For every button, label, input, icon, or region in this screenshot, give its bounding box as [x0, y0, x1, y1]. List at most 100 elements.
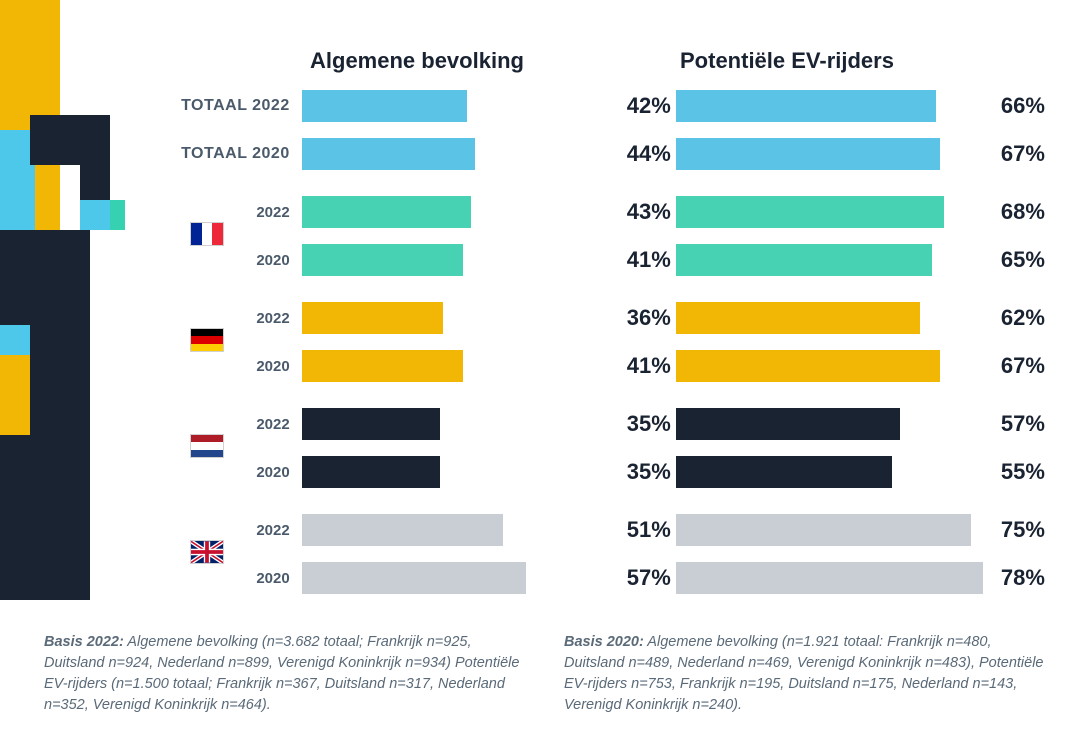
column-header-left: Algemene bevolking [310, 48, 680, 74]
bar-value: 62% [1001, 305, 1045, 331]
bar [302, 196, 471, 228]
data-row: 2020 35% 55% [170, 452, 1050, 492]
bar-value: 57% [1001, 411, 1045, 437]
column-header-right: Potentiële EV-rijders [680, 48, 1050, 74]
row-label: 2020 [256, 252, 289, 269]
row-label: 2020 [256, 358, 289, 375]
bar [676, 302, 920, 334]
bar-value: 43% [627, 199, 671, 225]
bar [676, 138, 940, 170]
bar-cell-right: 78% [676, 562, 1050, 594]
data-row: TOTAAL 2022 42% 66% [170, 86, 1050, 126]
flag-germany-icon [190, 328, 224, 352]
data-row: 2022 35% 57% [170, 404, 1050, 444]
bar-value: 67% [1001, 353, 1045, 379]
row-group-netherlands: 2022 35% 57% 2020 35% 55% [170, 404, 1050, 492]
row-group-germany: 2022 36% 62% 2020 41% 67% [170, 298, 1050, 386]
bar [676, 196, 944, 228]
row-label: 2022 [256, 204, 289, 221]
mosaic-block [110, 200, 125, 230]
flag-netherlands-icon [190, 434, 224, 458]
data-row: TOTAAL 2020 44% 67% [170, 134, 1050, 174]
footnote-2020: Basis 2020: Algemene bevolking (n=1.921 … [564, 632, 1044, 716]
flag-france-icon [190, 222, 224, 246]
bar-cell-left: 41% [302, 350, 676, 382]
bar-value: 66% [1001, 93, 1045, 119]
bar-value: 36% [627, 305, 671, 331]
bar [676, 90, 936, 122]
row-label: TOTAAL 2022 [181, 97, 290, 115]
bar-value: 78% [1001, 565, 1045, 591]
bar-value: 44% [627, 141, 671, 167]
bar-cell-left: 44% [302, 138, 676, 170]
mosaic-block [80, 115, 110, 200]
row-group-uk: 2022 51% 75% 2020 57% 78% [170, 510, 1050, 598]
bar-cell-left: 41% [302, 244, 676, 276]
bar-value: 67% [1001, 141, 1045, 167]
data-row: 2020 41% 65% [170, 240, 1050, 280]
bar [676, 456, 893, 488]
decorative-mosaic [0, 0, 130, 600]
bar-value: 35% [627, 459, 671, 485]
chart-area: Algemene bevolking Potentiële EV-rijders… [170, 48, 1050, 616]
bar [676, 350, 940, 382]
mosaic-block [30, 115, 80, 165]
bar [676, 244, 932, 276]
mosaic-block [0, 355, 30, 435]
data-row: 2022 51% 75% [170, 510, 1050, 550]
bar-value: 68% [1001, 199, 1045, 225]
bar [302, 244, 463, 276]
bar-cell-right: 68% [676, 196, 1050, 228]
bar [676, 514, 971, 546]
bar-cell-right: 65% [676, 244, 1050, 276]
row-group-total: TOTAAL 2022 42% 66% TOTAAL 2020 44% 67% [170, 86, 1050, 174]
bar-cell-right: 55% [676, 456, 1050, 488]
bar [302, 456, 440, 488]
data-row: 2022 43% 68% [170, 192, 1050, 232]
footnotes: Basis 2022: Algemene bevolking (n=3.682 … [44, 632, 1044, 716]
bar-cell-left: 35% [302, 456, 676, 488]
bar-cell-left: 57% [302, 562, 676, 594]
row-label: 2022 [256, 416, 289, 433]
row-group-france: 2022 43% 68% 2020 41% 65% [170, 192, 1050, 280]
bar-cell-right: 66% [676, 90, 1050, 122]
bar-value: 75% [1001, 517, 1045, 543]
row-label: 2020 [256, 464, 289, 481]
bar [302, 302, 444, 334]
bar [302, 350, 463, 382]
bar-value: 41% [627, 247, 671, 273]
bar-value: 55% [1001, 459, 1045, 485]
bar-value: 51% [627, 517, 671, 543]
mosaic-block [0, 325, 30, 355]
bar-cell-right: 67% [676, 138, 1050, 170]
bar-cell-right: 67% [676, 350, 1050, 382]
bar [302, 408, 440, 440]
data-row: 2022 36% 62% [170, 298, 1050, 338]
footnote-2022: Basis 2022: Algemene bevolking (n=3.682 … [44, 632, 524, 716]
row-label: TOTAAL 2020 [181, 145, 290, 163]
bar-cell-right: 62% [676, 302, 1050, 334]
bar [302, 514, 503, 546]
bar-cell-left: 51% [302, 514, 676, 546]
row-label: 2022 [256, 522, 289, 539]
bar-value: 41% [627, 353, 671, 379]
bar-cell-right: 57% [676, 408, 1050, 440]
bar [676, 562, 983, 594]
bar-cell-left: 43% [302, 196, 676, 228]
bar [302, 138, 475, 170]
bar [676, 408, 900, 440]
data-row: 2020 41% 67% [170, 346, 1050, 386]
bar-cell-left: 36% [302, 302, 676, 334]
row-label: 2022 [256, 310, 289, 327]
bar-value: 57% [627, 565, 671, 591]
bar [302, 90, 467, 122]
bar-cell-left: 35% [302, 408, 676, 440]
bar-value: 42% [627, 93, 671, 119]
flag-uk-icon [190, 540, 224, 564]
bar-value: 65% [1001, 247, 1045, 273]
mosaic-block [80, 200, 110, 230]
bar-cell-left: 42% [302, 90, 676, 122]
bar-value: 35% [627, 411, 671, 437]
bar-cell-right: 75% [676, 514, 1050, 546]
row-label: 2020 [256, 570, 289, 587]
